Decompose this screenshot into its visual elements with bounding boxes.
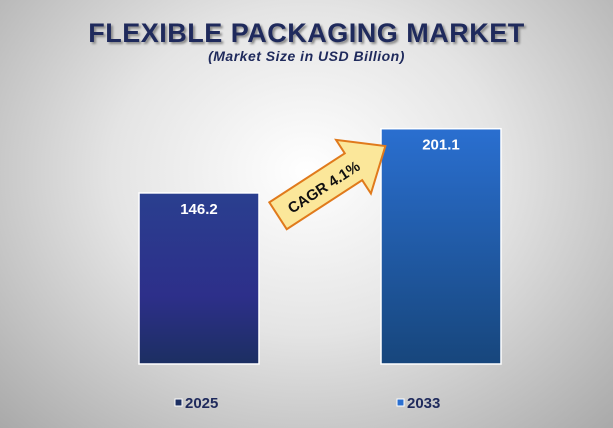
bar-2033 bbox=[380, 127, 502, 365]
data-label: 146.2 bbox=[180, 201, 218, 218]
cagr-arrow-shape bbox=[267, 138, 387, 231]
bar-2025 bbox=[138, 192, 260, 365]
legend-swatch bbox=[396, 398, 405, 407]
data-label: 201.1 bbox=[422, 137, 460, 154]
legend-label: 2033 bbox=[407, 395, 440, 412]
legend-label: 2025 bbox=[185, 395, 218, 412]
legend-swatch bbox=[174, 398, 183, 407]
chart-title: FLEXIBLE PACKAGING MARKET bbox=[88, 18, 525, 48]
chart-subtitle: (Market Size in USD Billion) bbox=[208, 48, 405, 64]
